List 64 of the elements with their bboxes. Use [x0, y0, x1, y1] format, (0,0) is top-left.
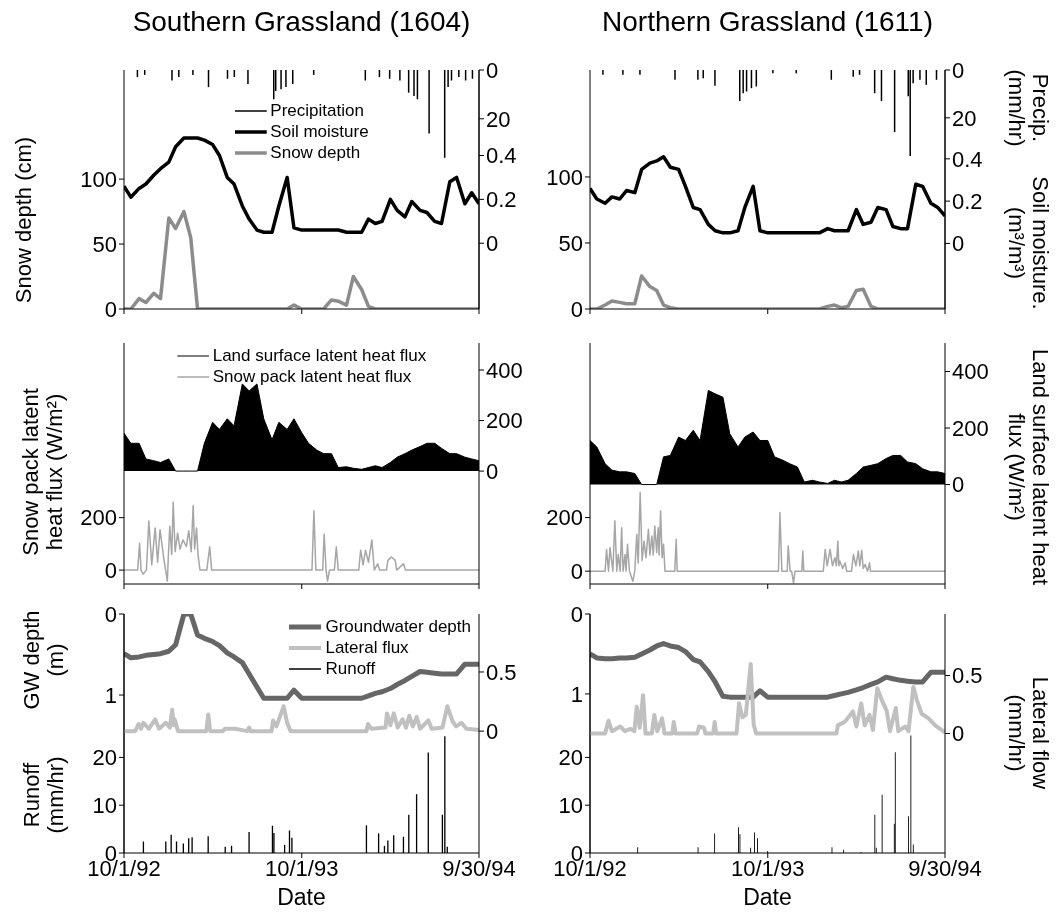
legend-label: Groundwater depth — [325, 616, 471, 637]
y-tick-label: 100 — [80, 166, 117, 192]
legend-label: Lateral flux — [325, 637, 409, 658]
y-axis-title: GW depth (m) — [19, 610, 68, 710]
y-axis-title: Snow depth (cm) — [11, 135, 36, 306]
y3-tick-label: 0 — [952, 57, 965, 83]
y2-tick-label: 0.4 — [952, 146, 983, 172]
y-tick-label: 0 — [104, 296, 117, 322]
y-tick-label: 0 — [570, 558, 583, 584]
y-tick-label: 0 — [570, 601, 583, 627]
y2-tick-label: 0 — [486, 458, 499, 484]
chart-title: Southern Grassland (1604) — [132, 6, 471, 38]
y-axis-title: Snow pack latent heat flux (W/m²) — [18, 387, 67, 558]
x-tick-label: 9/30/94 — [908, 855, 982, 881]
y3-tick-label: 20 — [92, 745, 117, 771]
legend-label: Precipitation — [270, 100, 364, 121]
x-tick-label: 10/1/93 — [731, 855, 805, 881]
y-tick-label: 1 — [104, 682, 117, 708]
y2-tick-label: 400 — [486, 357, 523, 383]
y3-axis-title: Precip. (mm/hr) — [1004, 68, 1053, 149]
y3-tick-label: 10 — [558, 793, 583, 819]
y-tick-label: 100 — [546, 164, 583, 190]
y2-tick-label: 200 — [952, 415, 989, 441]
y3-tick-label: 20 — [486, 106, 511, 132]
y3-tick-label: 10 — [92, 793, 117, 819]
y-tick-label: 0 — [104, 557, 117, 583]
y-tick-label: 0 — [104, 601, 117, 627]
y2-tick-label: 400 — [952, 359, 989, 385]
y2-tick-label: 0 — [486, 231, 499, 257]
y2-tick-label: 0 — [486, 718, 499, 744]
y-tick-label: 50 — [92, 231, 117, 257]
y2-tick-label: 200 — [486, 408, 523, 434]
y-tick-label: 200 — [80, 505, 117, 531]
legend-label: Snow pack latent heat flux — [212, 366, 412, 387]
y2-tick-label: 0.4 — [486, 143, 517, 169]
y3-tick-label: 20 — [558, 745, 583, 771]
y2-axis-title: Lateral flow (mm/hr) — [1004, 675, 1053, 792]
legend-label: Runoff — [325, 658, 376, 679]
y-tick-label: 200 — [546, 505, 583, 531]
x-tick-label: 10/1/93 — [265, 855, 339, 881]
legend-label: Soil moisture — [270, 121, 369, 142]
y-tick-label: 50 — [558, 230, 583, 256]
y-tick-label: 1 — [570, 681, 583, 707]
line-series — [124, 704, 479, 734]
legend-label: Snow depth — [270, 142, 361, 163]
y2-axis-title: Land surface latent heat flux (W/m²) — [1004, 347, 1053, 587]
y-tick-label: 0 — [570, 296, 583, 322]
x-axis-title: Date — [743, 883, 792, 911]
y2-tick-label: 0.2 — [952, 188, 983, 214]
y2-axis-title: Soil moisture. (m³/m³) — [1004, 175, 1053, 312]
x-tick-label: 9/30/94 — [442, 855, 516, 881]
y3-tick-label: 0 — [486, 57, 499, 83]
y2-tick-label: 0.5 — [952, 663, 983, 689]
chart-title: Northern Grassland (1611) — [602, 6, 933, 38]
line-series — [590, 661, 945, 736]
y2-tick-label: 0.5 — [486, 659, 517, 685]
y2-tick-label: 0 — [952, 721, 965, 747]
y2-tick-label: 0.2 — [486, 187, 517, 213]
x-axis-title: Date — [277, 883, 326, 911]
y2-tick-label: 0 — [952, 472, 965, 498]
y3-tick-label: 20 — [952, 105, 977, 131]
legend-label: Land surface latent heat flux — [212, 345, 427, 366]
y3-axis-title: Runoff (mm/hr) — [19, 755, 68, 836]
y2-tick-label: 0 — [952, 231, 965, 257]
